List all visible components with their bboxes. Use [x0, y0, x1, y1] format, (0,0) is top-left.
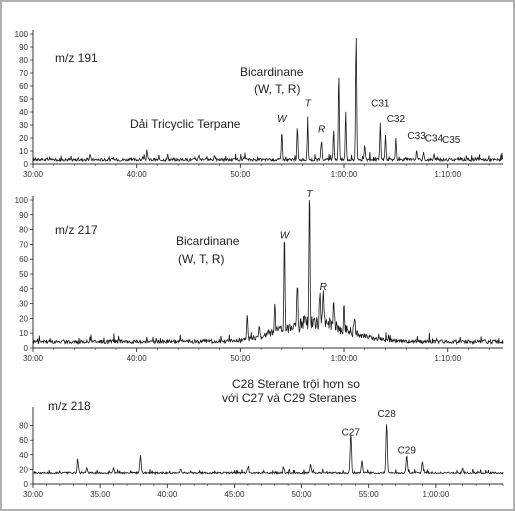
x-tick-label: 50:00	[230, 354, 251, 363]
y-tick-label: 70	[19, 69, 28, 78]
x-tick-label: 1:10:00	[434, 170, 461, 179]
y-tick-label: 30	[19, 121, 28, 130]
x-tick-label: 1:00:00	[331, 170, 358, 179]
x-tick-label: 35:00	[90, 490, 111, 499]
x-tick-label: 40:00	[127, 170, 148, 179]
peak-label: C33	[407, 131, 426, 142]
peak-label: R	[320, 282, 327, 293]
ion-label: m/z 191	[55, 51, 98, 65]
y-tick-label: 80	[19, 422, 28, 431]
y-tick-label: 20	[19, 314, 28, 323]
y-tick-label: 0	[24, 160, 29, 169]
y-tick-label: 70	[19, 240, 28, 249]
peak-label: W	[280, 230, 291, 241]
y-tick-label: 0	[24, 480, 29, 489]
x-tick-label: 50:00	[292, 490, 313, 499]
annotation-text: (W, T, R)	[254, 82, 300, 96]
panel-mz218: 0 20 40 60 80 30:00 35:00 40:00 45:00 50:00 55:00 1…	[19, 377, 504, 499]
y-tick-label: 100	[15, 30, 29, 39]
x-tick-label: 50:00	[230, 170, 251, 179]
annotation-text: với C27 và C29 Steranes	[222, 391, 357, 405]
y-tick-label: 40	[19, 285, 28, 294]
y-tick-label: 90	[19, 211, 28, 220]
y-tick-label: 100	[15, 196, 29, 205]
ion-label: m/z 218	[48, 399, 91, 413]
x-tick-label: 40:00	[157, 490, 178, 499]
y-tick-label: 60	[19, 82, 28, 91]
y-tick-label: 50	[19, 95, 28, 104]
y-tick-label: 60	[19, 436, 28, 445]
y-tick-label: 50	[19, 270, 28, 279]
peak-label: C35	[442, 135, 461, 146]
x-tick-label: 40:00	[127, 354, 148, 363]
panel-mz217: 0 10 20 30 40 50 60 70 80 90 100 30:00 40:00 50:00 1:0…	[15, 189, 504, 363]
peak-label: T	[305, 98, 312, 109]
y-tick-label: 20	[19, 134, 28, 143]
y-tick-label: 0	[24, 344, 29, 353]
y-tick-label: 90	[19, 43, 28, 52]
peak-label: C27	[342, 428, 361, 439]
annotation-text: (W, T, R)	[178, 252, 224, 266]
annotation-text: Bicardinane	[240, 65, 304, 79]
chromatogram-trace	[33, 424, 504, 476]
x-tick-label: 1:10:00	[434, 354, 461, 363]
peak-label: T	[306, 189, 313, 200]
x-tick-label: 30:00	[23, 490, 44, 499]
annotation-text: Dải Tricyclic Terpane	[130, 117, 241, 131]
peak-label: R	[318, 124, 325, 135]
peak-label: C29	[398, 445, 417, 456]
peak-label: C31	[371, 98, 390, 109]
y-tick-label: 60	[19, 255, 28, 264]
peak-label: W	[277, 114, 288, 125]
x-tick-label: 30:00	[23, 354, 44, 363]
y-tick-label: 80	[19, 226, 28, 235]
annotation-text: C28 Sterane trội hơn so	[232, 377, 360, 391]
x-tick-label: 30:00	[23, 170, 44, 179]
chromatogram-trace	[32, 37, 504, 163]
peak-label: C32	[387, 114, 406, 125]
y-tick-label: 80	[19, 56, 28, 65]
y-tick-label: 30	[19, 300, 28, 309]
peak-label: C34	[425, 134, 444, 145]
x-tick-label: 1:00:00	[331, 354, 358, 363]
x-tick-label: 55:00	[359, 490, 380, 499]
y-tick-label: 10	[19, 147, 28, 156]
annotation-text: Bicardinane	[176, 234, 240, 248]
panel-mz191: 0 10 20 30 40 50 60 70 80 90 100 30:00 40:00 50:00 1:0…	[15, 30, 504, 179]
x-tick-label: 1:00:00	[423, 490, 450, 499]
y-tick-label: 20	[19, 465, 28, 474]
ion-label: m/z 217	[55, 223, 98, 237]
y-tick-label: 40	[19, 108, 28, 117]
y-tick-label: 10	[19, 329, 28, 338]
x-tick-label: 45:00	[224, 490, 245, 499]
y-tick-label: 40	[19, 451, 28, 460]
chromatogram-trace	[32, 199, 504, 345]
peak-label: C28	[377, 409, 396, 420]
